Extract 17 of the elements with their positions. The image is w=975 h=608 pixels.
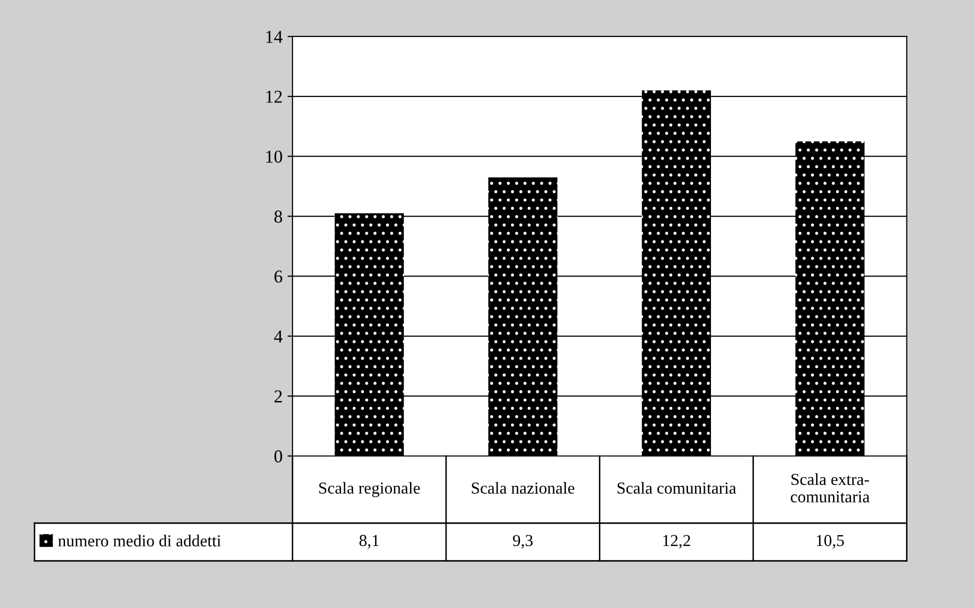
data-label: 10,5 <box>816 534 844 549</box>
y-tick-label: 12 <box>266 90 282 103</box>
x-tick-label: Scala nazionale <box>472 482 574 494</box>
y-tick-label: 10 <box>266 150 282 163</box>
y-tick-label: 2 <box>274 390 282 402</box>
y-tick-label: 14 <box>266 30 282 43</box>
y-tick-label: 6 <box>274 270 282 283</box>
data-label: 9,3 <box>512 534 533 549</box>
x-tick-label: Scala extra-comunitaria <box>790 473 870 502</box>
y-tick-label: 4 <box>274 330 282 342</box>
y-tick-label: 0 <box>274 450 282 462</box>
y-tick-label: 8 <box>274 210 282 223</box>
x-tick-label: Scala regionale <box>319 482 420 498</box>
data-label: 8,1 <box>360 534 379 549</box>
x-tick-label: Scala comunitaria <box>618 482 736 494</box>
legend-label: numero medio di addetti <box>58 534 221 546</box>
data-label: 12,2 <box>663 534 690 549</box>
